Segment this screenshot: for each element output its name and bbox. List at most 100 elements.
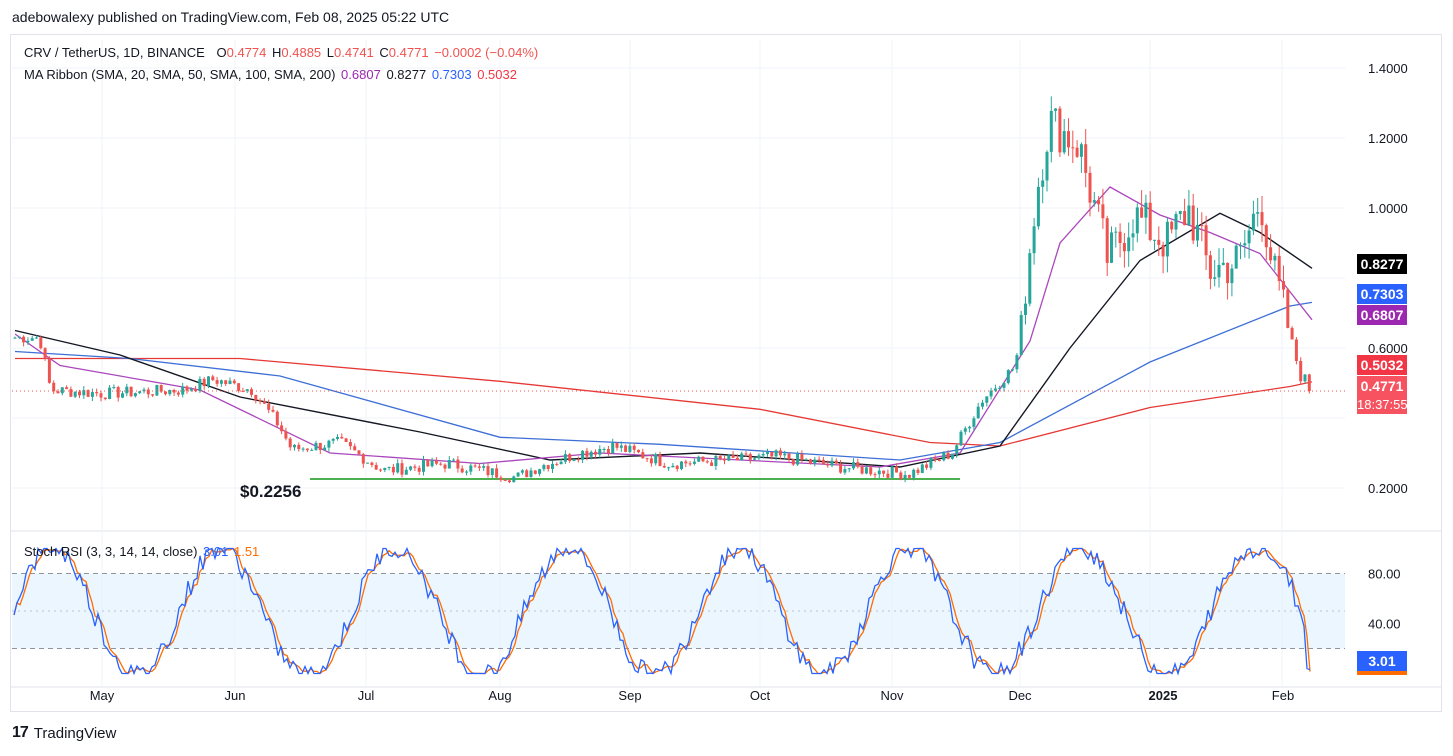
candle-body xyxy=(69,389,73,397)
footer-brand[interactable]: 17 TradingView xyxy=(12,724,116,742)
stoch-tick-label: 40.00 xyxy=(1368,617,1401,632)
candle-body xyxy=(615,442,619,448)
candle-body xyxy=(529,470,533,477)
candle-body xyxy=(35,337,38,339)
candle-body xyxy=(1015,355,1019,370)
candle-body xyxy=(989,390,993,397)
stoch-band xyxy=(12,573,1345,649)
candle-body xyxy=(852,462,855,469)
candle-body xyxy=(99,393,103,398)
stoch-d-value: 1.51 xyxy=(233,544,260,559)
ma20-price-tag: 0.6807 xyxy=(1357,305,1407,325)
candle-body xyxy=(314,442,318,450)
stoch-label[interactable]: Stoch RSI (3, 3, 14, 14, close) xyxy=(24,544,198,559)
candle-body xyxy=(907,474,911,478)
candle-body xyxy=(697,456,701,462)
candle-body xyxy=(1273,255,1277,261)
candle-body xyxy=(1049,110,1053,152)
candle-body xyxy=(680,461,683,469)
candle-body xyxy=(391,466,395,473)
candle-body xyxy=(30,338,34,341)
candle-body xyxy=(39,337,43,349)
support-label: $0.2256 xyxy=(240,482,301,501)
ma200-line xyxy=(15,357,1313,447)
candle-body xyxy=(774,450,778,457)
ma-ribbon-label[interactable]: MA Ribbon (SMA, 20, SMA, 50, SMA, 100, S… xyxy=(24,67,336,82)
candle-body xyxy=(1028,253,1032,304)
candle-body xyxy=(366,462,370,464)
candle-body xyxy=(718,455,722,459)
candle-body xyxy=(103,397,107,400)
candle-body xyxy=(744,453,748,455)
candle-body xyxy=(396,463,400,473)
candle-body xyxy=(667,467,671,469)
time-tick-label: Jun xyxy=(225,688,246,703)
candle-body xyxy=(142,389,146,392)
candle-body xyxy=(155,385,159,396)
candle-body xyxy=(82,390,86,396)
candle-body xyxy=(1105,218,1109,263)
candle-body xyxy=(843,469,847,473)
candle-body xyxy=(1071,147,1075,149)
high-label: H xyxy=(272,45,282,60)
candle-body xyxy=(624,445,628,452)
candle-body xyxy=(215,380,219,384)
candle-body xyxy=(783,453,787,456)
candle-body xyxy=(254,394,258,401)
candle-body xyxy=(710,462,714,466)
candle-body xyxy=(619,445,623,448)
symbol-name[interactable]: CRV / TetherUS, 1D, BINANCE xyxy=(24,45,205,60)
candle-body xyxy=(1277,255,1281,282)
candle-body xyxy=(13,337,17,339)
candle-body xyxy=(409,466,413,470)
candle-body xyxy=(301,448,305,450)
candle-body xyxy=(452,459,456,461)
candle-body xyxy=(1110,232,1113,263)
candle-body xyxy=(348,442,352,447)
candle-body xyxy=(185,386,189,391)
time-tick-label: 2025 xyxy=(1149,688,1178,703)
candle-body xyxy=(800,453,804,460)
candle-body xyxy=(430,460,434,467)
candle-body xyxy=(1221,262,1225,265)
candle-body xyxy=(791,459,795,465)
candle-body xyxy=(946,452,950,459)
candle-body xyxy=(1264,225,1268,248)
candle-body xyxy=(1294,339,1298,362)
candle-body xyxy=(766,452,769,455)
candle-body xyxy=(873,474,877,476)
candle-body xyxy=(654,454,658,464)
price-tick-label: 0.6000 xyxy=(1368,341,1408,356)
candle-body xyxy=(963,428,967,432)
footer-brand-text: TradingView xyxy=(33,724,117,742)
candle-body xyxy=(576,459,580,461)
candle-body xyxy=(1282,281,1285,290)
candle-body xyxy=(658,454,662,466)
high-value: 0.4885 xyxy=(281,45,322,60)
candle-body xyxy=(809,459,812,464)
candle-body xyxy=(938,459,941,461)
candle-body xyxy=(284,431,288,439)
candle-body xyxy=(864,467,868,474)
candle-body xyxy=(512,476,516,483)
candle-body xyxy=(701,456,705,462)
candle-body xyxy=(1174,214,1178,230)
candle-body xyxy=(22,336,26,343)
candle-body xyxy=(563,454,567,462)
candle-body xyxy=(198,378,202,392)
candle-body xyxy=(331,438,335,441)
candle-body xyxy=(955,445,959,454)
candle-body xyxy=(950,453,954,459)
candle-body xyxy=(387,466,391,468)
candle-body xyxy=(1153,239,1156,241)
candle-body xyxy=(86,390,90,397)
candle-body xyxy=(834,460,838,464)
open-label: O xyxy=(216,45,227,60)
candle-body xyxy=(813,459,817,464)
candle-body xyxy=(740,453,744,461)
candle-body xyxy=(172,389,176,393)
candle-body xyxy=(817,459,821,461)
candle-body xyxy=(47,358,51,383)
candle-body xyxy=(357,450,361,455)
